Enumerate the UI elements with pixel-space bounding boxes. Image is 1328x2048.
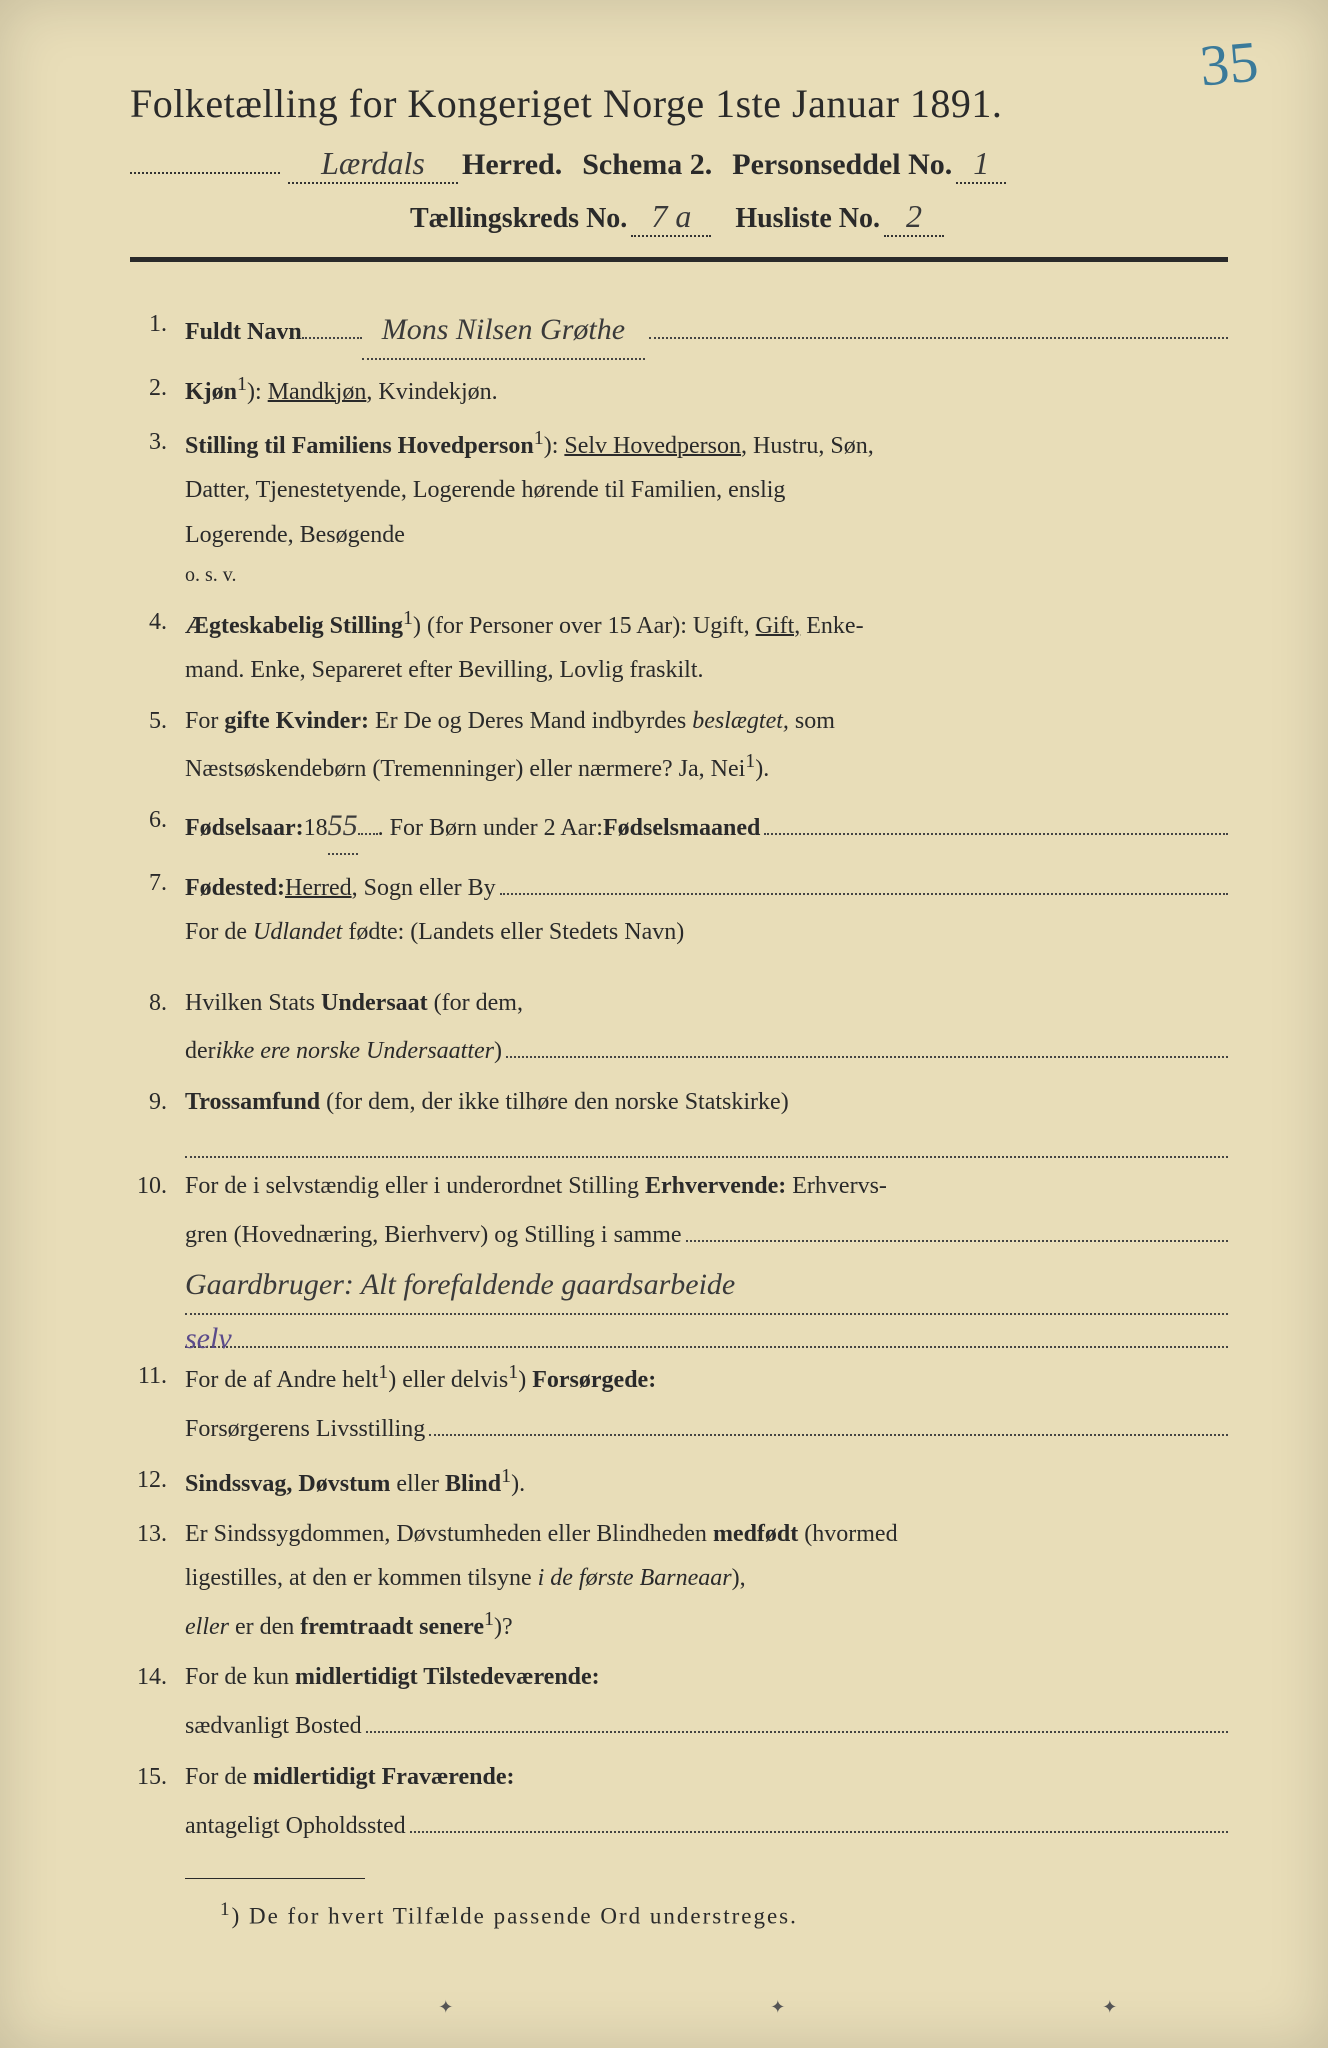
- item-13-bold: medfødt: [713, 1521, 798, 1547]
- item-num-14: 14.: [130, 1655, 185, 1699]
- schema-label: Schema 2.: [582, 148, 712, 182]
- item-2-underlined: Mandkjøn: [268, 379, 367, 405]
- husliste-label: Husliste No.: [735, 203, 880, 235]
- item-2-sup: 1: [237, 373, 247, 395]
- item-10: 10. For de i selvstændig eller i underor…: [130, 1164, 1228, 1348]
- personseddel-value: 1: [956, 145, 1006, 184]
- page-corner-number: 35: [1197, 28, 1261, 100]
- footnote-rule: [185, 1878, 365, 1879]
- binding-mark-1: ✦: [438, 1997, 453, 2018]
- kreds-line: Tællingskreds No. 7 a Husliste No. 2: [130, 198, 1228, 237]
- herred-line: Lærdals Herred. Schema 2. Personseddel N…: [130, 145, 1228, 184]
- item-num-6: 6.: [130, 798, 185, 842]
- item-num-5: 5.: [130, 699, 185, 743]
- item-num-12: 12.: [130, 1458, 185, 1502]
- item-3-label: Stilling til Familiens Hovedperson: [185, 433, 534, 459]
- item-num-7: 7.: [130, 861, 185, 905]
- item-15-bold: midlertidigt Fraværende:: [253, 1764, 515, 1790]
- item-3-underlined: Selv Hovedperson: [564, 433, 741, 459]
- husliste-value: 2: [884, 198, 944, 237]
- item-11: 11. For de af Andre helt1) eller delvis1…: [130, 1354, 1228, 1451]
- item-9: 9. Trossamfund (for dem, der ikke tilhør…: [130, 1080, 1228, 1158]
- census-form-page: 35 Folketælling for Kongeriget Norge 1st…: [0, 0, 1328, 2048]
- form-body: 1. Fuldt Navn Mons Nilsen Grøthe 2. Kjøn…: [130, 302, 1228, 1848]
- item-11-bold: Forsørgede:: [532, 1367, 656, 1393]
- item-num-8: 8.: [130, 981, 185, 1025]
- taellingskreds-value: 7 a: [631, 198, 711, 237]
- item-num-2: 2.: [130, 366, 185, 410]
- item-9-label: Trossamfund: [185, 1089, 320, 1115]
- item-1-label: Fuldt Navn: [185, 310, 302, 354]
- item-6: 6. Fødselsaar: 1855 . For Børn under 2 A…: [130, 798, 1228, 856]
- item-num-11: 11.: [130, 1354, 185, 1398]
- herred-value: Lærdals: [288, 145, 458, 184]
- item-4: 4. Ægteskabelig Stilling1) (for Personer…: [130, 600, 1228, 693]
- herred-dots-before: [130, 172, 280, 174]
- item-8: 8. Hvilken Stats Undersaat (for dem, der…: [130, 981, 1228, 1074]
- item-4-underlined: Gift,: [756, 613, 801, 639]
- header-rule: [130, 257, 1228, 262]
- item-12: 12. Sindssvag, Døvstum eller Blind1).: [130, 1458, 1228, 1506]
- item-2: 2. Kjøn1): Mandkjøn, Kvindekjøn.: [130, 366, 1228, 414]
- item-5: 5. For gifte Kvinder: Er De og Deres Man…: [130, 699, 1228, 792]
- item-3: 3. Stilling til Familiens Hovedperson1):…: [130, 420, 1228, 594]
- item-5-bold: gifte Kvinder:: [224, 708, 369, 734]
- item-7-underlined: Herred: [285, 866, 352, 910]
- item-num-13: 13.: [130, 1512, 185, 1556]
- form-header: Folketælling for Kongeriget Norge 1ste J…: [130, 80, 1228, 237]
- item-3-line4: o. s. v.: [185, 557, 1228, 594]
- item-10-handwritten: Gaardbruger: Alt forefaldende gaardsarbe…: [185, 1257, 1228, 1315]
- item-10-stamp: selv: [185, 1311, 232, 1367]
- item-1: 1. Fuldt Navn Mons Nilsen Grøthe: [130, 302, 1228, 360]
- item-6-label: Fødselsaar:: [185, 806, 304, 850]
- personseddel-label: Personseddel No.: [732, 148, 952, 182]
- item-6-year: 55: [328, 798, 358, 856]
- item-12-bold: Sindssvag, Døvstum: [185, 1471, 390, 1497]
- item-4-label: Ægteskabelig Stilling: [185, 613, 403, 639]
- item-14: 14. For de kun midlertidigt Tilstedevære…: [130, 1655, 1228, 1748]
- herred-label: Herred.: [462, 148, 562, 182]
- item-num-3: 3.: [130, 420, 185, 464]
- binding-mark-3: ✦: [1102, 1997, 1117, 2018]
- item-1-value: Mons Nilsen Grøthe: [362, 302, 645, 360]
- item-7: 7. Fødested: Herred, Sogn eller By For d…: [130, 861, 1228, 954]
- footnote: 1) De for hvert Tilfælde passende Ord un…: [130, 1899, 1228, 1930]
- item-3-line3: Logerende, Besøgende: [185, 513, 1228, 557]
- item-num-4: 4.: [130, 600, 185, 644]
- item-7-label: Fødested:: [185, 866, 285, 910]
- item-15: 15. For de midlertidigt Fraværende: anta…: [130, 1755, 1228, 1848]
- binding-mark-2: ✦: [770, 1997, 785, 2018]
- form-title: Folketælling for Kongeriget Norge 1ste J…: [130, 80, 1228, 127]
- item-8-bold: Undersaat: [321, 990, 428, 1016]
- item-3-line2: Datter, Tjenestetyende, Logerende hørend…: [185, 468, 1228, 512]
- item-13: 13. Er Sindssygdommen, Døvstumheden elle…: [130, 1512, 1228, 1649]
- item-num-15: 15.: [130, 1755, 185, 1799]
- taellingskreds-label: Tællingskreds No.: [410, 203, 627, 235]
- item-6-label2: Fødselsmaaned: [603, 806, 760, 850]
- item-4-line2: mand. Enke, Separeret efter Bevilling, L…: [185, 648, 1228, 692]
- item-num-10: 10.: [130, 1164, 185, 1208]
- item-num-1: 1.: [130, 302, 185, 346]
- item-num-9: 9.: [130, 1080, 185, 1124]
- item-14-bold: midlertidigt Tilstedeværende:: [295, 1664, 600, 1690]
- item-10-bold: Erhvervende:: [645, 1173, 786, 1199]
- item-2-label: Kjøn: [185, 379, 237, 405]
